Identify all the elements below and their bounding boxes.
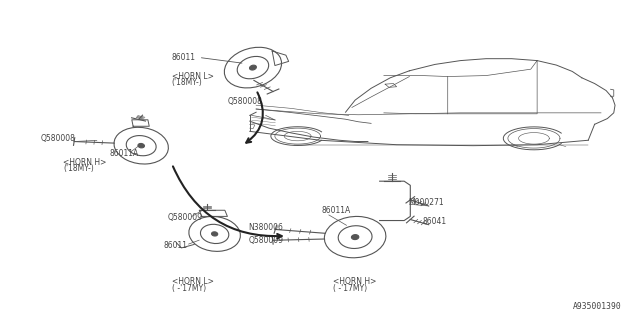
Ellipse shape <box>212 232 218 236</box>
Text: Q580008: Q580008 <box>41 134 76 143</box>
Text: 86011A: 86011A <box>109 149 138 158</box>
Text: A935001390: A935001390 <box>573 302 621 311</box>
Text: M000271: M000271 <box>408 197 444 206</box>
Text: <HORN H>: <HORN H> <box>63 158 107 167</box>
Text: Q580009: Q580009 <box>248 236 284 245</box>
Ellipse shape <box>250 65 257 70</box>
Text: <HORN L>: <HORN L> <box>172 277 214 286</box>
Ellipse shape <box>138 143 145 148</box>
Text: Q580009: Q580009 <box>168 213 203 222</box>
Ellipse shape <box>351 235 359 240</box>
Text: ('18MY-): ('18MY-) <box>63 164 94 173</box>
Text: ('18MY-): ('18MY-) <box>172 78 203 87</box>
Text: 86011A: 86011A <box>322 206 351 215</box>
Text: 86011: 86011 <box>164 241 188 250</box>
Text: 86041: 86041 <box>422 217 446 226</box>
Text: Q580008: Q580008 <box>228 97 263 106</box>
Text: N380006: N380006 <box>248 223 284 232</box>
Text: ( -'17MY): ( -'17MY) <box>172 284 206 292</box>
Text: 86011: 86011 <box>172 53 195 62</box>
Text: <HORN L>: <HORN L> <box>172 72 214 81</box>
Text: <HORN H>: <HORN H> <box>333 277 376 286</box>
Text: ( -'17MY): ( -'17MY) <box>333 284 367 292</box>
